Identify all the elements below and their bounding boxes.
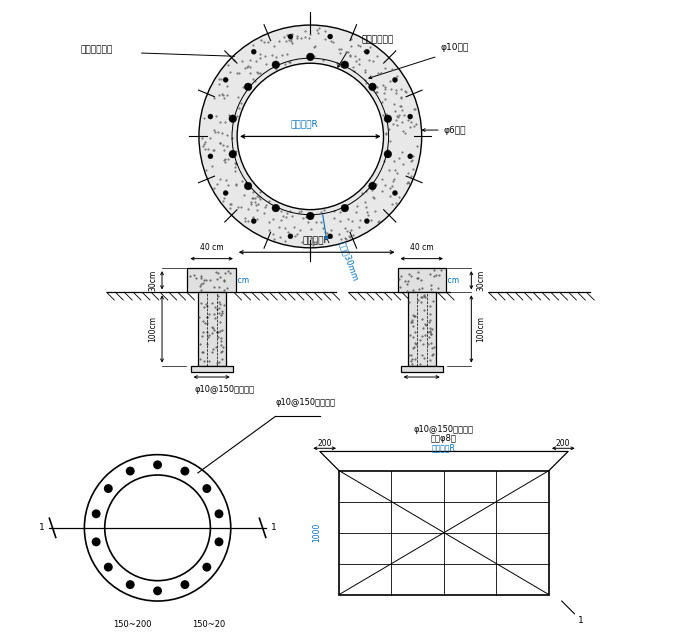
Circle shape bbox=[328, 234, 332, 239]
Circle shape bbox=[341, 204, 348, 212]
Circle shape bbox=[307, 53, 314, 61]
Text: 桩基直径R: 桩基直径R bbox=[432, 443, 456, 452]
Circle shape bbox=[223, 77, 228, 82]
Text: 15cm: 15cm bbox=[411, 363, 432, 372]
Circle shape bbox=[328, 34, 332, 39]
Bar bbox=[339, 471, 549, 594]
Text: 200: 200 bbox=[318, 438, 332, 447]
Circle shape bbox=[384, 150, 392, 158]
Circle shape bbox=[92, 509, 100, 518]
Circle shape bbox=[237, 64, 383, 210]
Text: 截面φ8图: 截面φ8图 bbox=[431, 434, 457, 443]
Circle shape bbox=[229, 115, 236, 123]
Bar bbox=[198, 292, 226, 365]
Circle shape bbox=[153, 586, 162, 595]
Circle shape bbox=[181, 467, 190, 476]
Text: φ10@150均匀布置: φ10@150均匀布置 bbox=[275, 398, 335, 407]
Circle shape bbox=[369, 182, 376, 190]
Text: 30cm: 30cm bbox=[148, 270, 157, 291]
Circle shape bbox=[153, 460, 162, 469]
Circle shape bbox=[202, 562, 211, 571]
Circle shape bbox=[104, 562, 113, 571]
Circle shape bbox=[392, 191, 397, 196]
Text: φ10@150均匀布置: φ10@150均匀布置 bbox=[194, 385, 254, 394]
Circle shape bbox=[215, 509, 224, 518]
Circle shape bbox=[208, 153, 213, 159]
Circle shape bbox=[251, 49, 256, 55]
Circle shape bbox=[181, 580, 190, 589]
Text: 40 cm: 40 cm bbox=[410, 243, 434, 252]
Text: 护壁内轮廓线: 护壁内轮廓线 bbox=[361, 35, 394, 44]
Circle shape bbox=[408, 153, 413, 159]
Circle shape bbox=[92, 537, 100, 546]
Text: 15cm: 15cm bbox=[201, 363, 222, 372]
Circle shape bbox=[288, 34, 293, 39]
Circle shape bbox=[104, 484, 113, 493]
Text: 20cm: 20cm bbox=[229, 277, 250, 286]
Circle shape bbox=[215, 537, 224, 546]
Text: φ6圈筋: φ6圈筋 bbox=[444, 126, 466, 135]
Circle shape bbox=[365, 49, 369, 55]
Circle shape bbox=[125, 580, 135, 589]
Text: 30cm: 30cm bbox=[476, 270, 485, 291]
Text: 200: 200 bbox=[556, 438, 570, 447]
Circle shape bbox=[244, 182, 252, 190]
Circle shape bbox=[384, 115, 392, 123]
Text: 150~200: 150~200 bbox=[113, 620, 151, 629]
Text: φ10主筋: φ10主筋 bbox=[441, 43, 469, 52]
Circle shape bbox=[199, 25, 422, 248]
Circle shape bbox=[223, 191, 228, 196]
Circle shape bbox=[125, 467, 135, 476]
Circle shape bbox=[408, 114, 413, 119]
Bar bbox=[408, 292, 436, 365]
Text: 锁口外轮廓线: 锁口外轮廓线 bbox=[81, 46, 113, 55]
Text: 20cm: 20cm bbox=[439, 277, 460, 286]
Text: 40 cm: 40 cm bbox=[200, 243, 224, 252]
Circle shape bbox=[202, 484, 211, 493]
Circle shape bbox=[244, 83, 252, 91]
Circle shape bbox=[392, 77, 397, 82]
Circle shape bbox=[288, 234, 293, 239]
Circle shape bbox=[307, 212, 314, 220]
Circle shape bbox=[365, 218, 369, 223]
Bar bbox=[191, 365, 233, 372]
Circle shape bbox=[272, 61, 279, 69]
Text: 100cm: 100cm bbox=[476, 316, 485, 342]
Text: 150~20: 150~20 bbox=[192, 620, 225, 629]
Text: 100cm: 100cm bbox=[148, 316, 157, 342]
Text: 1: 1 bbox=[270, 523, 276, 532]
Text: 桩基直径R: 桩基直径R bbox=[290, 120, 318, 129]
Text: 1: 1 bbox=[39, 523, 45, 532]
Text: 1000: 1000 bbox=[312, 523, 321, 542]
Circle shape bbox=[208, 114, 213, 119]
Bar bbox=[401, 365, 443, 372]
Circle shape bbox=[369, 83, 376, 91]
Bar bbox=[397, 268, 446, 292]
Circle shape bbox=[272, 204, 279, 212]
Circle shape bbox=[341, 61, 348, 69]
Bar bbox=[187, 268, 236, 292]
Text: 护壁厚30mm: 护壁厚30mm bbox=[337, 240, 360, 282]
Text: 1: 1 bbox=[578, 616, 583, 625]
Circle shape bbox=[229, 150, 236, 158]
Text: 桩基直径R: 桩基直径R bbox=[302, 236, 330, 245]
Text: φ10@150均匀布置: φ10@150均匀布置 bbox=[414, 425, 474, 434]
Circle shape bbox=[251, 218, 256, 223]
